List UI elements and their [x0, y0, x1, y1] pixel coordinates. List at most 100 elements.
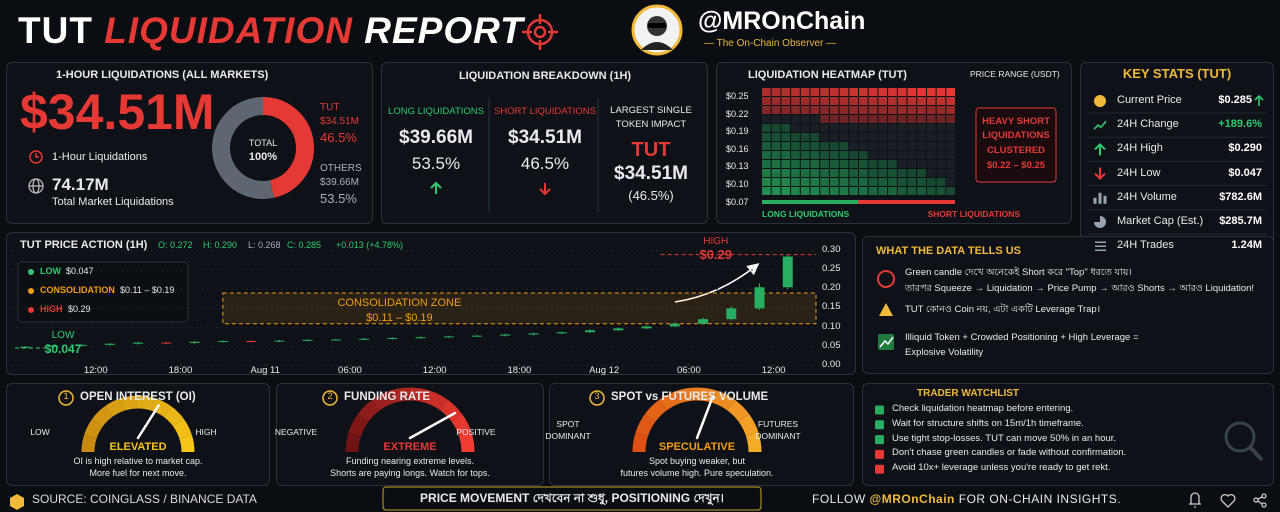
ohlc: H: 0.290 [203, 240, 238, 250]
heat-cell [888, 187, 897, 195]
heat-cell [936, 169, 946, 177]
legend-amount: $34.51M [320, 116, 359, 127]
panel [862, 383, 1274, 486]
candle-body [330, 339, 341, 341]
heat-cell [868, 88, 878, 96]
icon [1094, 142, 1106, 156]
heat-cell [897, 106, 907, 114]
icon [1093, 192, 1107, 204]
heat-cell [926, 142, 936, 150]
heat-cell [907, 178, 917, 186]
heat-cell [917, 115, 926, 123]
heat-cell [859, 160, 868, 168]
panel-title: 1-HOUR LIQUIDATIONS (ALL MARKETS) [56, 69, 269, 81]
candle-body [274, 340, 285, 342]
heat-cell [907, 106, 917, 114]
follow-text: FOLLOW [812, 492, 866, 506]
gauge-arc [644, 399, 667, 422]
gauge-number: 1 [63, 391, 69, 402]
heat-cell [926, 115, 936, 123]
heat-cell [839, 97, 849, 105]
candle-body [133, 342, 144, 344]
heat-cell [771, 115, 781, 123]
heat-cell [936, 97, 946, 105]
up-arrow [430, 181, 442, 194]
heat-cell [829, 178, 839, 186]
legend-name: HIGH [40, 304, 63, 314]
heat-cell [888, 178, 897, 186]
heat-cell [926, 124, 936, 132]
heat-cell [791, 142, 800, 150]
check-icon [875, 464, 884, 474]
gauge-arc [104, 398, 125, 417]
gauge-right: DOMINANT [755, 431, 801, 441]
gauge-arc [163, 406, 184, 427]
candle-body [613, 328, 624, 331]
panel [1080, 62, 1274, 262]
candle-body [415, 337, 426, 339]
circle [29, 150, 43, 164]
stat-label: Current Price [1117, 94, 1182, 106]
watch-item: Use tight stop-losses. TUT can move 50% … [892, 432, 1117, 444]
gauge-note: OI is high relative to market cap. [73, 456, 203, 466]
zone [222, 292, 817, 325]
footer-icons [1189, 492, 1267, 508]
title-word: TUT [18, 10, 93, 51]
stat-value: $0.285 [1218, 94, 1252, 106]
heat-cell [791, 187, 800, 195]
heat-cell [878, 115, 888, 123]
heat-cell [859, 142, 868, 150]
heat-cell [771, 151, 781, 159]
candle-body [302, 339, 313, 341]
pie-slice [262, 97, 314, 198]
gauge-arc [458, 432, 475, 453]
gauge-arc [659, 390, 682, 411]
check-icon [875, 435, 884, 445]
low-label: LOW [51, 330, 75, 341]
gauge-arc [345, 432, 362, 453]
gauge-note: Spot buying weaker, but [648, 456, 746, 466]
stat-label: 24H Low [1117, 166, 1161, 179]
heat-cell [859, 169, 868, 177]
gauge-arc [120, 395, 139, 411]
stat-value: 1.24M [1231, 239, 1262, 252]
heat-cell [946, 88, 955, 96]
gauge-status: EXTREME [383, 441, 437, 453]
heat-cell [781, 178, 791, 186]
gauge-title: FUNDING RATE [344, 391, 431, 403]
candle-body [472, 335, 483, 337]
legend-name: CONSOLIDATION [40, 285, 115, 295]
heat-cell [771, 178, 781, 186]
heat-cell [791, 169, 800, 177]
legend-dot [28, 307, 34, 313]
heat-cell [849, 97, 858, 105]
icon [879, 336, 894, 348]
heat-cell [878, 124, 888, 132]
heat-cell [781, 187, 791, 195]
watch-item: Don't chase green candles or fade withou… [892, 447, 1127, 459]
title-word: REPORT [364, 10, 524, 51]
heat-cell [946, 97, 955, 105]
heat-cell [820, 88, 829, 96]
heat-cell [810, 88, 820, 96]
heat-cell [917, 97, 926, 105]
x-tick-label: 18:00 [507, 365, 532, 376]
heat-cell [800, 97, 810, 105]
x-tick-label: Aug 11 [250, 365, 280, 376]
target-icon [522, 14, 558, 50]
heat-cell [810, 115, 820, 123]
heat-cell [829, 169, 839, 177]
heat-cell [936, 160, 946, 168]
gauge-note: Funding nearing extreme levels. [345, 456, 475, 466]
gauge-status: ELEVATED [109, 441, 167, 453]
heat-cell [849, 160, 858, 168]
heat-cell [839, 106, 849, 114]
gauge-num-circle [589, 390, 605, 406]
candle-body [76, 344, 87, 346]
heat-cell [897, 142, 907, 150]
gauge-num-circle [322, 390, 338, 406]
heat-cell [849, 115, 858, 123]
total: 74.17M [52, 175, 109, 194]
candle-body [246, 341, 257, 343]
heat-cell [878, 97, 888, 105]
